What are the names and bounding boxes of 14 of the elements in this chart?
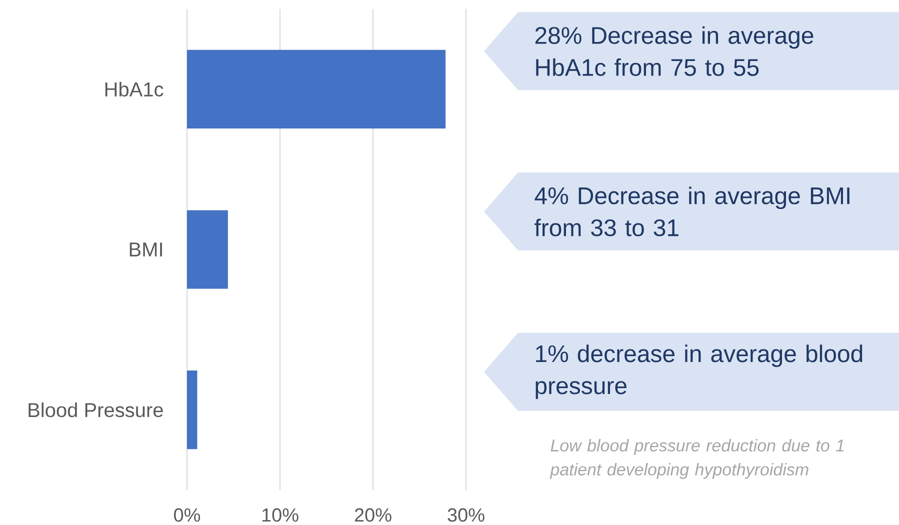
y-tick-label: Blood Pressure bbox=[28, 402, 163, 418]
y-tick-label: HbA1c bbox=[105, 82, 164, 97]
x-tick-label: 30% bbox=[448, 508, 484, 522]
bar bbox=[187, 50, 446, 128]
text: 28% Decrease in average HbA1c from 75 to 55 bbox=[535, 26, 814, 76]
bar bbox=[187, 210, 228, 289]
x-tick-label: 10% bbox=[262, 508, 298, 522]
x-tick-label: 20% bbox=[354, 508, 392, 522]
text: 1% decrease in average blood pressure bbox=[536, 344, 862, 400]
bar bbox=[187, 370, 198, 450]
text: 4% Decrease in average BMI from 33 to 31 bbox=[534, 186, 850, 236]
y-tick-label: BMI bbox=[130, 242, 162, 256]
x-tick-label: 0% bbox=[174, 508, 200, 522]
text: Low blood pressure reduction due to 1 patient developing hypothyroidism bbox=[550, 439, 844, 479]
